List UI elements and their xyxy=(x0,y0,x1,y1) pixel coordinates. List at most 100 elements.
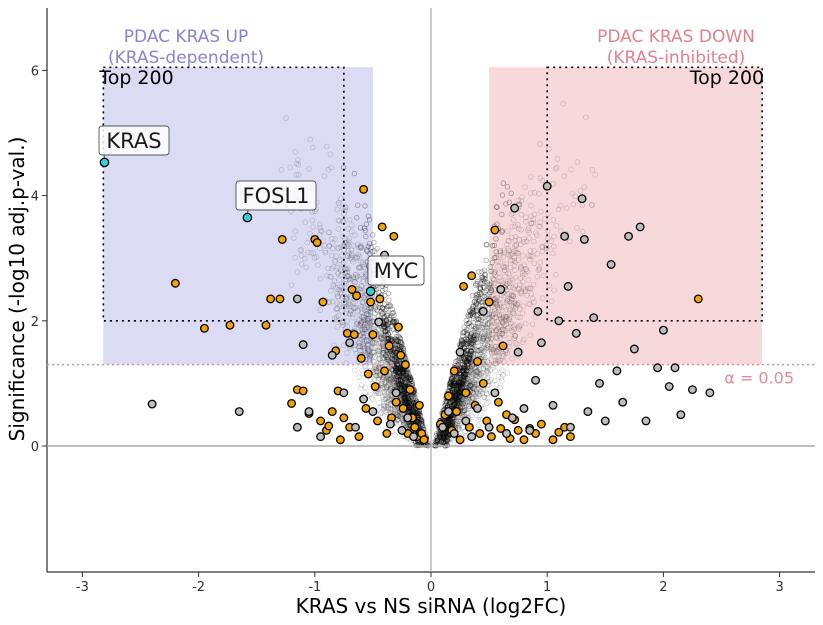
background-point xyxy=(474,319,481,326)
background-point xyxy=(360,274,367,280)
background-point xyxy=(358,303,365,310)
background-point xyxy=(455,388,462,395)
background-point xyxy=(516,236,522,243)
background-point xyxy=(476,336,483,342)
background-point xyxy=(484,342,491,348)
gray-point xyxy=(385,419,395,429)
background-point xyxy=(341,211,347,217)
background-point xyxy=(468,369,475,375)
background-point xyxy=(373,372,379,379)
background-point xyxy=(401,393,408,400)
background-point xyxy=(396,366,403,373)
background-point xyxy=(354,307,361,314)
background-point xyxy=(526,235,532,241)
background-point xyxy=(366,324,373,331)
background-point xyxy=(365,311,372,318)
orange-point xyxy=(368,330,378,340)
background-point xyxy=(380,350,386,357)
background-point xyxy=(497,249,504,256)
background-point xyxy=(479,333,486,340)
background-point xyxy=(366,356,372,362)
background-point xyxy=(295,172,302,178)
background-point xyxy=(366,348,373,354)
background-point xyxy=(376,374,382,381)
x-tick-label: 2 xyxy=(659,580,667,595)
background-point xyxy=(508,251,515,257)
background-point xyxy=(518,290,525,297)
background-point xyxy=(349,222,355,228)
background-point xyxy=(453,395,460,401)
background-point xyxy=(460,398,467,405)
top200-up-box xyxy=(102,66,345,322)
orange-point xyxy=(349,330,359,340)
background-point xyxy=(362,390,368,396)
background-point xyxy=(516,323,522,330)
background-point xyxy=(489,318,496,324)
background-point xyxy=(455,384,462,391)
background-point xyxy=(364,346,371,352)
background-point xyxy=(497,295,504,302)
orange-point xyxy=(449,366,459,376)
background-point xyxy=(371,358,378,365)
background-point xyxy=(328,274,334,280)
background-point xyxy=(487,282,494,289)
background-point xyxy=(376,404,383,411)
background-point xyxy=(483,390,490,397)
background-point xyxy=(370,323,377,330)
background-point xyxy=(384,355,391,362)
background-point xyxy=(483,324,490,331)
background-point xyxy=(543,245,550,252)
background-point xyxy=(534,251,541,257)
background-point xyxy=(516,306,523,312)
background-point xyxy=(341,247,347,253)
background-point xyxy=(328,287,334,294)
background-point xyxy=(323,143,330,150)
background-point xyxy=(392,407,399,414)
background-point xyxy=(455,391,461,398)
background-point xyxy=(385,405,392,412)
background-point xyxy=(383,359,390,365)
background-point xyxy=(379,339,386,346)
background-point xyxy=(512,223,518,230)
background-point xyxy=(467,344,474,351)
background-point xyxy=(534,273,541,280)
background-point xyxy=(492,368,499,374)
background-point xyxy=(405,400,412,407)
background-point xyxy=(500,316,507,323)
background-point xyxy=(342,270,349,277)
background-point xyxy=(514,250,521,256)
background-point xyxy=(358,309,365,316)
background-point xyxy=(347,307,354,314)
background-point xyxy=(539,177,545,184)
background-point xyxy=(464,366,471,373)
background-point xyxy=(407,404,414,411)
background-point xyxy=(498,303,504,310)
gray-point xyxy=(403,413,413,423)
background-point xyxy=(487,289,493,295)
background-point xyxy=(462,382,469,389)
background-point xyxy=(472,346,478,353)
background-point xyxy=(329,298,336,305)
background-point xyxy=(388,385,394,392)
background-point xyxy=(479,330,485,337)
background-point xyxy=(357,385,364,392)
gene-label-fosl1: FOSL1 xyxy=(243,184,310,208)
background-point xyxy=(483,368,490,375)
background-point xyxy=(476,371,483,378)
background-point xyxy=(500,280,507,287)
background-point xyxy=(518,198,525,204)
background-point xyxy=(470,343,477,350)
background-point xyxy=(317,225,324,231)
background-point xyxy=(497,259,504,265)
background-point xyxy=(376,350,382,357)
background-point xyxy=(358,382,365,388)
background-point xyxy=(488,287,495,294)
background-point xyxy=(370,367,377,374)
background-point xyxy=(367,310,374,316)
background-point xyxy=(455,394,462,400)
orange-point xyxy=(693,294,703,304)
background-point xyxy=(372,305,379,312)
background-point xyxy=(484,337,491,343)
background-point xyxy=(528,290,535,297)
background-point xyxy=(516,285,522,292)
